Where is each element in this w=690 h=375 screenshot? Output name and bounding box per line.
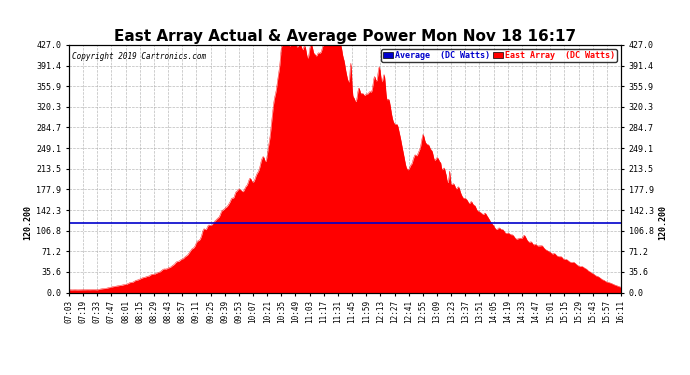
Text: 120.200: 120.200 [23, 206, 32, 240]
Legend: Average  (DC Watts), East Array  (DC Watts): Average (DC Watts), East Array (DC Watts… [381, 49, 617, 62]
Text: Copyright 2019 Cartronics.com: Copyright 2019 Cartronics.com [72, 53, 206, 62]
Title: East Array Actual & Average Power Mon Nov 18 16:17: East Array Actual & Average Power Mon No… [114, 29, 576, 44]
Text: 120.200: 120.200 [658, 206, 667, 240]
